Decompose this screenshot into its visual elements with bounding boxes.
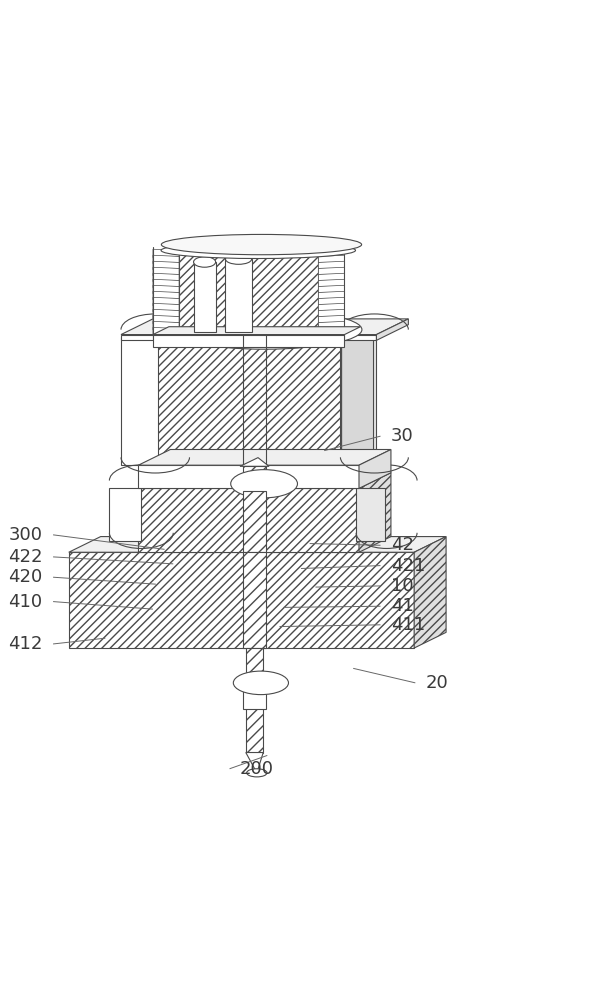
Polygon shape [69,552,414,648]
Ellipse shape [233,671,289,695]
Polygon shape [121,319,408,335]
Polygon shape [356,488,385,541]
Polygon shape [246,648,263,753]
Polygon shape [319,255,345,264]
Polygon shape [319,327,345,336]
Text: 420: 420 [8,568,42,586]
Polygon shape [359,449,391,488]
Polygon shape [69,537,446,552]
Ellipse shape [226,254,252,264]
Polygon shape [237,484,272,491]
Polygon shape [319,303,345,312]
Polygon shape [319,273,345,282]
Ellipse shape [161,234,362,255]
Polygon shape [179,250,319,335]
Polygon shape [319,297,345,306]
Polygon shape [156,337,342,465]
Polygon shape [153,291,179,300]
Polygon shape [319,285,345,294]
Polygon shape [138,465,359,488]
Polygon shape [153,249,179,258]
Text: 20: 20 [426,674,448,692]
Polygon shape [414,537,446,648]
Ellipse shape [247,769,267,777]
Polygon shape [121,337,158,465]
Polygon shape [319,261,345,270]
Polygon shape [243,552,266,648]
Text: 41: 41 [391,597,414,615]
Text: 30: 30 [391,427,413,445]
Polygon shape [240,458,269,466]
Polygon shape [153,261,179,270]
Polygon shape [226,259,252,332]
Polygon shape [153,267,179,276]
Polygon shape [319,291,345,300]
Text: 412: 412 [8,635,42,653]
Polygon shape [153,315,179,324]
Polygon shape [243,491,266,552]
Ellipse shape [167,310,362,349]
Text: 300: 300 [9,526,42,544]
Polygon shape [153,297,179,306]
Polygon shape [340,337,376,465]
Polygon shape [138,488,359,552]
Text: 200: 200 [240,760,274,778]
Polygon shape [194,262,216,332]
Polygon shape [319,249,345,258]
Polygon shape [243,466,266,491]
Polygon shape [153,285,179,294]
Polygon shape [138,449,391,465]
Polygon shape [153,335,345,347]
Polygon shape [121,335,376,340]
Polygon shape [153,279,179,288]
Polygon shape [153,327,360,335]
Polygon shape [243,683,266,709]
Text: 410: 410 [8,593,42,611]
Polygon shape [246,753,263,773]
Polygon shape [359,473,391,552]
Text: 10: 10 [391,577,413,595]
Polygon shape [319,321,345,330]
Polygon shape [376,319,408,340]
Ellipse shape [194,257,216,267]
Polygon shape [319,279,345,288]
Polygon shape [153,303,179,312]
Polygon shape [138,473,391,488]
Polygon shape [319,267,345,276]
Polygon shape [153,255,179,264]
Polygon shape [153,309,179,318]
Polygon shape [153,321,179,330]
Polygon shape [110,488,141,541]
Polygon shape [153,273,179,282]
Polygon shape [319,315,345,324]
Ellipse shape [161,242,356,259]
Ellipse shape [231,470,297,498]
Text: 411: 411 [391,616,425,634]
Polygon shape [342,322,373,465]
Text: 422: 422 [8,548,42,566]
Text: 421: 421 [391,557,425,575]
Polygon shape [319,309,345,318]
Text: 42: 42 [391,536,414,554]
Polygon shape [153,327,179,336]
